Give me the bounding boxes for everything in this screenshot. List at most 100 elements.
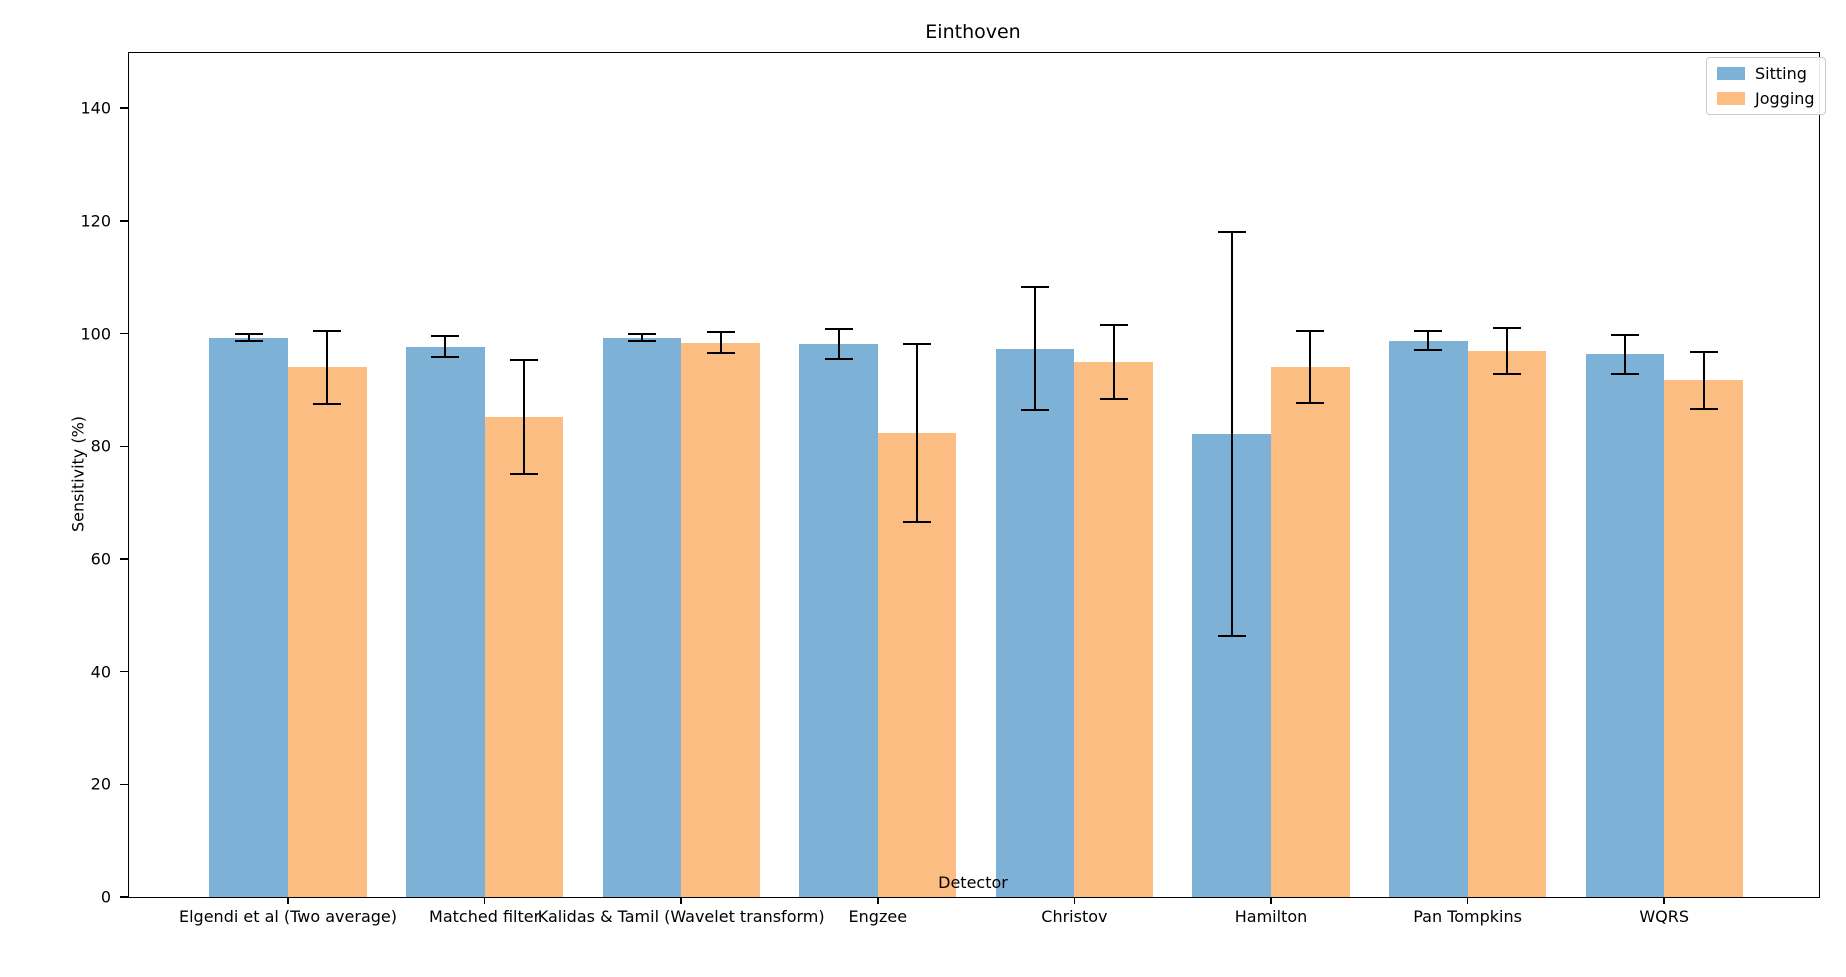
- x-tick-label: Christov: [1041, 907, 1108, 926]
- x-tick-label: Matched filter: [429, 907, 541, 926]
- error-bar-cap-bottom: [234, 339, 263, 342]
- error-bar-cap-bottom: [1414, 349, 1443, 352]
- error-bar-cap-top: [1689, 350, 1718, 353]
- bar-jogging-4: [1074, 361, 1153, 897]
- x-tick-mark: [1663, 897, 1665, 904]
- legend-label: Jogging: [1755, 89, 1815, 108]
- error-bar-line: [1230, 232, 1233, 636]
- x-tick-mark: [680, 897, 682, 904]
- bar-sitting-2: [602, 337, 682, 897]
- error-bar-cap-top: [509, 359, 538, 362]
- x-tick-label: Engzee: [848, 907, 908, 926]
- bar-sitting-6: [1389, 340, 1468, 897]
- x-tick-label: WQRS: [1639, 907, 1690, 926]
- error-bar-line: [247, 334, 250, 341]
- error-bar-cap-bottom: [627, 340, 656, 343]
- error-bar-cap-top: [1610, 333, 1639, 336]
- y-tick-mark: [120, 558, 128, 560]
- x-tick-label: Pan Tompkins: [1413, 907, 1522, 926]
- x-tick-mark: [1073, 897, 1076, 904]
- y-tick-mark: [120, 220, 128, 222]
- error-bar-line: [1623, 334, 1626, 375]
- chart-title: Einthoven: [925, 21, 1021, 43]
- error-bar-cap-bottom: [1492, 373, 1521, 376]
- error-bar-cap-top: [824, 328, 853, 331]
- error-bar-cap-top: [1021, 286, 1050, 289]
- y-tick-mark: [120, 107, 128, 109]
- error-bar-cap-bottom: [431, 356, 460, 359]
- y-tick-label: 80: [90, 436, 111, 456]
- error-bar-cap-bottom: [1689, 408, 1718, 411]
- error-bar-line: [916, 343, 919, 522]
- legend-swatch-icon: [1717, 92, 1745, 105]
- error-bar-cap-bottom: [1296, 402, 1325, 405]
- error-bar-cap-top: [431, 334, 460, 337]
- error-bar-cap-top: [1296, 330, 1325, 333]
- error-bar-cap-top: [1492, 326, 1521, 329]
- error-bar-cap-bottom: [903, 520, 932, 523]
- error-bar-line: [1702, 351, 1705, 410]
- legend-swatch-icon: [1717, 67, 1745, 80]
- y-tick-label: 40: [90, 662, 111, 682]
- error-bar-cap-bottom: [509, 472, 538, 475]
- legend-item-jogging: Jogging: [1717, 89, 1815, 108]
- x-tick-mark: [1270, 897, 1272, 904]
- error-bar-cap-top: [1414, 330, 1443, 333]
- plot-area: 0 20 40 60 80 100 120 140 Elgendi et al (Two ave…: [80, 52, 1820, 926]
- y-tick-label: 140: [80, 98, 111, 118]
- error-bar-cap-top: [903, 342, 932, 345]
- error-bar-line: [1034, 287, 1037, 411]
- bar-sitting-4: [995, 348, 1075, 897]
- x-axis-label: Detector: [938, 873, 1008, 892]
- y-tick-mark: [120, 445, 128, 448]
- error-bar-cap-bottom: [1217, 634, 1246, 637]
- legend-label: Sitting: [1755, 64, 1807, 83]
- bar-jogging-2: [681, 342, 760, 897]
- y-tick-mark: [120, 332, 128, 335]
- error-bar-cap-bottom: [1099, 397, 1128, 400]
- y-tick-label: 0: [100, 887, 111, 907]
- y-tick-label: 20: [90, 774, 111, 794]
- error-bar-line: [640, 333, 643, 342]
- error-bar-line: [326, 330, 329, 404]
- error-bar-cap-bottom: [1610, 373, 1639, 376]
- x-tick-label: Elgendi et al (Two average): [179, 907, 397, 926]
- error-bar-cap-top: [234, 333, 263, 336]
- bar-sitting-3: [799, 344, 878, 897]
- error-bar-line: [837, 329, 840, 360]
- x-tick-mark: [483, 897, 486, 904]
- error-bar-line: [1112, 324, 1115, 399]
- error-bar-line: [522, 360, 525, 474]
- error-bar-line: [444, 335, 447, 358]
- legend: Sitting Jogging: [1706, 57, 1826, 115]
- error-bar-line: [719, 332, 722, 353]
- y-tick-label: 60: [90, 549, 111, 569]
- y-tick-mark: [120, 896, 128, 898]
- bar-sitting-0: [209, 337, 288, 897]
- x-tick-mark: [287, 897, 289, 904]
- y-axis-label: Sensitivity (%): [68, 415, 88, 533]
- error-bar-cap-bottom: [706, 351, 735, 354]
- error-bar-line: [1505, 327, 1508, 375]
- y-tick-label: 100: [80, 324, 111, 344]
- error-bar-cap-bottom: [824, 358, 853, 361]
- error-bar-cap-bottom: [313, 403, 342, 405]
- bar-jogging-7: [1664, 380, 1743, 897]
- bar-sitting-7: [1585, 354, 1665, 897]
- bar-jogging-6: [1467, 351, 1547, 897]
- error-bar-line: [1309, 331, 1312, 404]
- legend-item-sitting: Sitting: [1717, 64, 1815, 83]
- y-tick-label: 120: [80, 211, 111, 231]
- y-tick-mark: [120, 783, 128, 786]
- error-bar-cap-top: [706, 331, 735, 334]
- y-tick-mark: [120, 670, 128, 673]
- error-bar-cap-bottom: [1021, 409, 1050, 412]
- error-bar-cap-top: [1099, 323, 1128, 326]
- bar-jogging-1: [484, 416, 564, 897]
- bar-jogging-0: [288, 367, 367, 897]
- bar-jogging-5: [1271, 367, 1350, 897]
- x-tick-label: Hamilton: [1234, 907, 1308, 926]
- error-bar-line: [1427, 331, 1430, 351]
- x-tick-label: Kalidas & Tamil (Wavelet transform): [537, 907, 825, 926]
